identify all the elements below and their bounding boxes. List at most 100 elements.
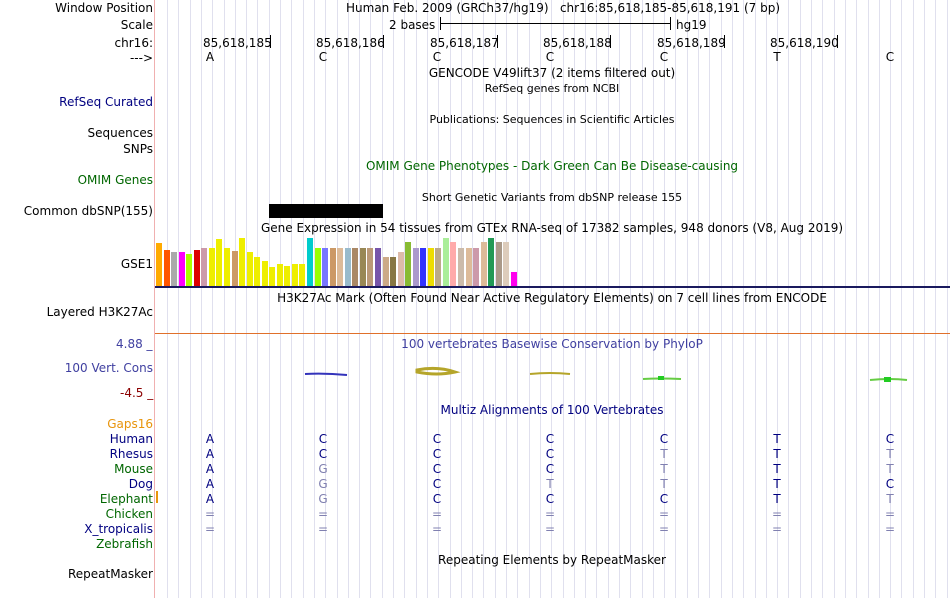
gtex-tissue-bar[interactable] [405,242,411,286]
gtex-tissue-bar[interactable] [299,264,305,286]
repeatmasker-track-title[interactable]: Repeating Elements by RepeatMasker [438,553,666,567]
gtex-tissue-bar[interactable] [171,252,177,286]
gtex-tissue-bar[interactable] [511,272,517,286]
refseq-track-title[interactable]: RefSeq genes from NCBI [484,82,620,95]
ruler-position-label: 85,618,189 [657,36,726,50]
h3k27ac-track-title[interactable]: H3K27Ac Mark (Often Found Near Active Re… [277,291,827,305]
gtex-tissue-bar[interactable] [481,242,487,286]
publications-track-title[interactable]: Publications: Sequences in Scientific Ar… [429,113,675,126]
gtex-tissue-bar[interactable] [201,248,207,286]
repeatmasker-label[interactable]: RepeatMasker [67,567,153,581]
gse1-label[interactable]: GSE1 [120,257,153,271]
gencode-track-title[interactable]: GENCODE V49lift37 (2 items filtered out) [428,66,676,80]
alignment-base: A [205,492,215,506]
gtex-tissue-bar[interactable] [466,248,472,286]
species-label-dog[interactable]: Dog [128,477,153,491]
gtex-tissue-bar[interactable] [247,252,253,286]
gtex-tissue-bar[interactable] [269,267,275,286]
gtex-tissue-bar[interactable] [337,248,343,286]
species-label-human[interactable]: Human [109,432,153,446]
scale-label[interactable]: Scale [120,18,153,32]
dbsnp-track-title[interactable]: Short Genetic Variants from dbSNP releas… [421,191,683,204]
alignment-base: T [773,447,781,461]
window-position-label[interactable]: Window Position [55,1,153,15]
gtex-tissue-bar[interactable] [292,264,298,286]
omim-track-title[interactable]: OMIM Gene Phenotypes - Dark Green Can Be… [365,159,739,173]
dbsnp-variant-block[interactable] [269,204,383,218]
guide-line [551,0,552,598]
gtex-tissue-bar[interactable] [352,248,358,286]
alignment-base: A [205,432,215,446]
gtex-tissue-bar[interactable] [435,248,441,286]
gtex-tissue-bar[interactable] [277,264,283,286]
gtex-tissue-bar[interactable] [179,252,185,286]
guide-line [653,0,654,598]
gtex-bar-chart[interactable] [156,238,536,286]
gtex-tissue-bar[interactable] [450,242,456,286]
gtex-tissue-bar[interactable] [186,254,192,286]
gtex-tissue-bar[interactable] [488,238,494,286]
gtex-tissue-bar[interactable] [156,243,162,286]
common-dbsnp-label[interactable]: Common dbSNP(155) [23,204,153,218]
gtex-tissue-bar[interactable] [284,266,290,286]
gtex-tissue-bar[interactable] [367,248,373,286]
gtex-tissue-bar[interactable] [398,252,404,286]
species-label-rhesus[interactable]: Rhesus [109,447,153,461]
gtex-tissue-bar[interactable] [345,248,351,286]
gtex-tissue-bar[interactable] [458,248,464,286]
gtex-tissue-bar[interactable] [164,250,170,286]
guide-line [788,0,789,598]
gtex-tissue-bar[interactable] [360,248,366,286]
gtex-tissue-bar[interactable] [194,250,200,286]
gtex-tissue-bar[interactable] [239,238,245,286]
alignment-base: = [771,507,783,521]
phylop-min-value: -4.5 _ [120,386,154,400]
gtex-tissue-bar[interactable] [216,239,222,286]
ruler-tick [837,35,838,48]
gtex-tissue-bar[interactable] [473,248,479,286]
gtex-tissue-bar[interactable] [375,248,381,286]
gtex-tissue-bar[interactable] [443,238,449,286]
species-label-x_tropicalis[interactable]: X_tropicalis [84,522,153,536]
sequences-label[interactable]: Sequences [87,126,153,140]
refseq-curated-label[interactable]: RefSeq Curated [59,95,153,109]
multiz-track-title[interactable]: Multiz Alignments of 100 Vertebrates [440,403,664,417]
gtex-track-title[interactable]: Gene Expression in 54 tissues from GTEx … [260,221,844,235]
gtex-tissue-bar[interactable] [254,257,260,286]
omim-genes-label[interactable]: OMIM Genes [77,173,153,187]
guide-line [619,0,620,598]
gtex-tissue-bar[interactable] [232,251,238,286]
gtex-tissue-bar[interactable] [307,238,313,286]
gtex-tissue-bar[interactable] [262,261,268,286]
gtex-tissue-bar[interactable] [413,248,419,286]
gtex-tissue-bar[interactable] [420,248,426,286]
gtex-tissue-bar[interactable] [209,248,215,286]
guide-line [879,0,880,598]
gtex-track-baseline [155,286,950,288]
gtex-tissue-bar[interactable] [383,257,389,286]
gtex-tissue-bar[interactable] [224,248,230,286]
chrom-label[interactable]: chr16: [114,36,153,50]
species-label-zebrafish[interactable]: Zebrafish [96,537,153,551]
gtex-tissue-bar[interactable] [390,257,396,286]
guide-line [913,0,914,598]
guide-line [359,0,360,598]
strand-label[interactable]: ---> [129,51,153,65]
gtex-tissue-bar[interactable] [428,248,434,286]
gtex-tissue-bar[interactable] [330,248,336,286]
gtex-tissue-bar[interactable] [503,242,509,286]
gaps-label[interactable]: Gaps16 [107,417,153,431]
layered-h3k27ac-label[interactable]: Layered H3K27Ac [46,305,153,319]
alignment-base: G [318,462,328,476]
gtex-tissue-bar[interactable] [322,248,328,286]
species-label-elephant[interactable]: Elephant [99,492,153,506]
guide-line [675,0,676,598]
vert-cons-label[interactable]: 100 Vert. Cons [64,361,153,375]
species-label-chicken[interactable]: Chicken [105,507,153,521]
gtex-tissue-bar[interactable] [496,242,502,286]
snps-label[interactable]: SNPs [123,142,153,156]
species-label-mouse[interactable]: Mouse [114,462,153,476]
phylop-track-title[interactable]: 100 vertebrates Basewise Conservation by… [401,337,703,351]
gtex-tissue-bar[interactable] [315,248,321,286]
